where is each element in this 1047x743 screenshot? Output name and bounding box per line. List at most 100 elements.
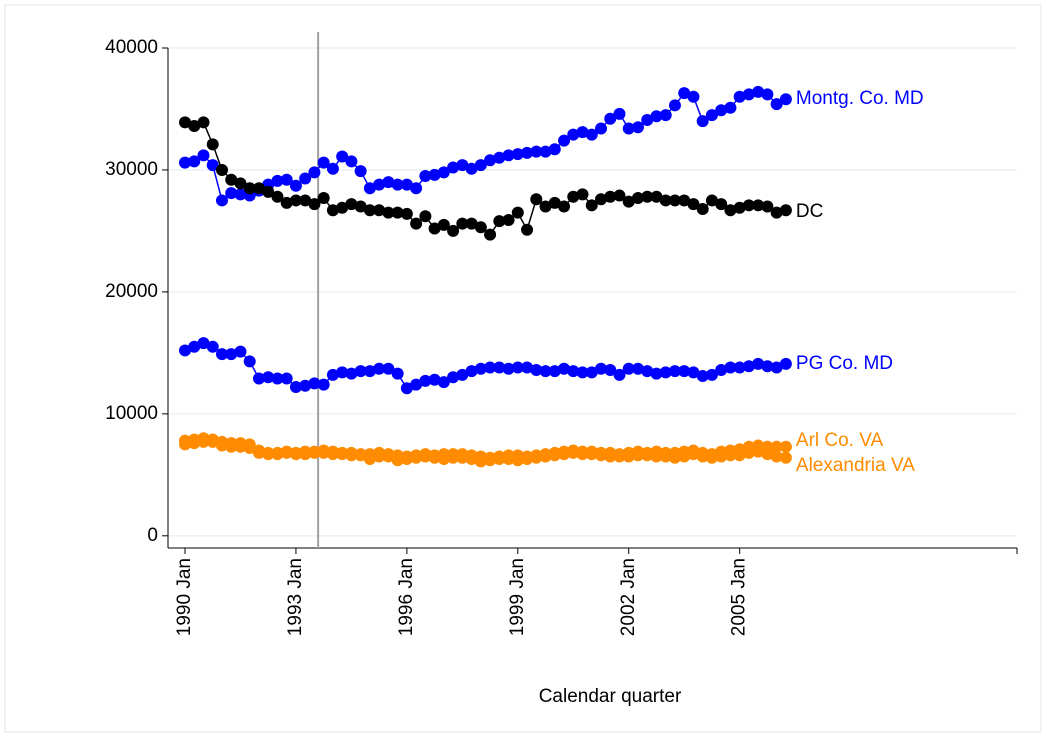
- marker: [336, 201, 349, 214]
- marker: [234, 177, 247, 190]
- marker: [668, 194, 681, 207]
- marker: [752, 199, 765, 212]
- marker: [363, 204, 376, 217]
- marker: [613, 368, 626, 381]
- marker: [252, 372, 265, 385]
- marker: [742, 446, 755, 459]
- marker: [271, 174, 284, 187]
- marker: [391, 367, 404, 380]
- x-tick-label: 1993 Jan: [285, 558, 306, 636]
- marker: [779, 204, 792, 217]
- marker: [465, 162, 478, 175]
- marker: [696, 115, 709, 128]
- marker: [280, 196, 293, 209]
- marker: [622, 122, 635, 135]
- marker: [419, 450, 432, 463]
- marker: [502, 149, 515, 162]
- marker: [447, 161, 460, 174]
- marker: [289, 194, 302, 207]
- marker: [243, 182, 256, 195]
- x-axis-title: Calendar quarter: [539, 686, 682, 707]
- marker: [622, 362, 635, 375]
- series-label: DC: [796, 201, 823, 222]
- marker: [262, 185, 275, 198]
- marker: [779, 357, 792, 370]
- marker: [215, 439, 228, 452]
- marker: [650, 110, 663, 123]
- marker: [437, 376, 450, 389]
- marker: [770, 450, 783, 463]
- marker: [521, 146, 534, 159]
- marker: [437, 452, 450, 465]
- marker: [761, 88, 774, 101]
- x-tick-label: 1999 Jan: [507, 558, 528, 636]
- marker: [576, 126, 589, 139]
- marker: [447, 224, 460, 237]
- marker: [484, 228, 497, 241]
- marker: [179, 116, 192, 129]
- marker: [188, 120, 201, 133]
- marker: [400, 207, 413, 220]
- marker: [585, 199, 598, 212]
- marker: [317, 446, 330, 459]
- marker: [715, 450, 728, 463]
- marker: [382, 176, 395, 189]
- marker: [678, 450, 691, 463]
- marker: [336, 150, 349, 163]
- marker: [604, 112, 617, 125]
- marker: [558, 134, 571, 147]
- marker: [687, 448, 700, 461]
- marker: [382, 206, 395, 219]
- marker: [548, 365, 561, 378]
- marker: [641, 113, 654, 126]
- marker: [613, 107, 626, 120]
- marker: [613, 450, 626, 463]
- marker: [493, 215, 506, 228]
- marker: [456, 159, 469, 172]
- marker: [696, 202, 709, 215]
- marker: [354, 200, 367, 213]
- marker: [742, 199, 755, 212]
- marker: [558, 448, 571, 461]
- marker: [215, 348, 228, 361]
- marker: [742, 88, 755, 101]
- marker: [613, 189, 626, 202]
- marker: [530, 193, 543, 206]
- marker: [705, 194, 718, 207]
- marker: [659, 194, 672, 207]
- marker: [419, 170, 432, 183]
- marker: [234, 345, 247, 358]
- marker: [576, 448, 589, 461]
- marker: [326, 204, 339, 217]
- marker: [465, 217, 478, 230]
- marker: [252, 182, 265, 195]
- marker: [511, 361, 524, 374]
- marker: [585, 128, 598, 141]
- marker: [437, 218, 450, 231]
- marker: [641, 365, 654, 378]
- marker: [373, 362, 386, 375]
- marker: [299, 379, 312, 392]
- marker: [585, 448, 598, 461]
- marker: [308, 446, 321, 459]
- series-label: PG Co. MD: [796, 353, 893, 374]
- marker: [595, 449, 608, 462]
- marker: [465, 365, 478, 378]
- marker: [659, 366, 672, 379]
- marker: [299, 194, 312, 207]
- marker: [447, 371, 460, 384]
- marker: [567, 365, 580, 378]
- marker: [687, 90, 700, 103]
- marker: [280, 173, 293, 186]
- marker: [595, 122, 608, 135]
- marker: [456, 451, 469, 464]
- x-tick-label: 1996 Jan: [396, 558, 417, 636]
- marker: [521, 361, 534, 374]
- marker: [410, 182, 423, 195]
- marker: [428, 373, 441, 386]
- series-label: Alexandria VA: [796, 455, 915, 476]
- marker: [530, 451, 543, 464]
- marker: [659, 450, 672, 463]
- series-label: Montg. Co. MD: [796, 88, 924, 109]
